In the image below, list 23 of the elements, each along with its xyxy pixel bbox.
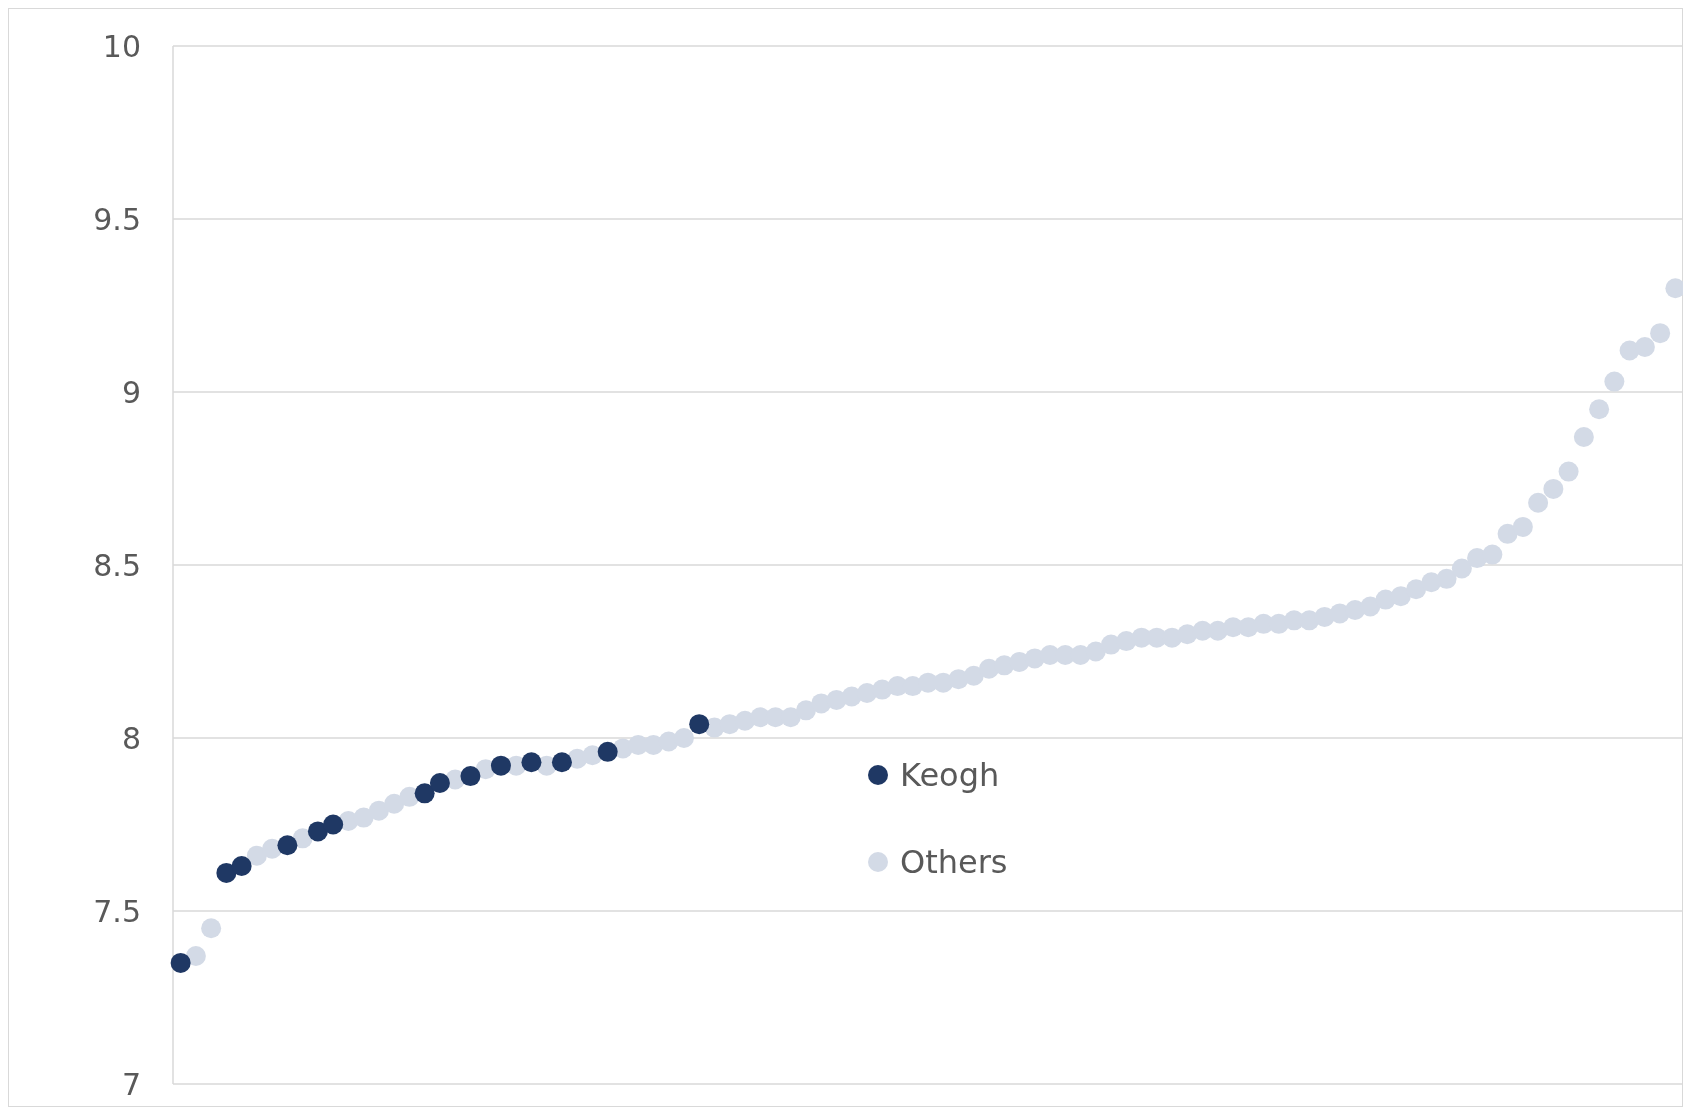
point xyxy=(277,835,298,856)
y-tick-label: 8 xyxy=(121,720,141,756)
legend-label: Keogh xyxy=(900,756,1000,795)
point xyxy=(231,856,252,877)
point xyxy=(323,814,344,835)
point xyxy=(490,755,511,776)
point xyxy=(689,714,710,735)
legend-label: Others xyxy=(900,843,1008,882)
point xyxy=(170,952,191,973)
point xyxy=(597,741,618,762)
point xyxy=(414,783,435,804)
y-tick-label: 9.5 xyxy=(93,201,141,237)
point xyxy=(307,821,328,842)
y-tick-label: 7.5 xyxy=(93,893,141,929)
y-tick-label: 9 xyxy=(121,374,141,410)
point xyxy=(460,766,481,787)
point xyxy=(216,862,237,883)
y-tick-label: 8.5 xyxy=(93,547,141,583)
y-tick-label: 7 xyxy=(121,1066,141,1102)
point xyxy=(429,772,450,793)
y-tick-label: 10 xyxy=(102,28,141,64)
point xyxy=(521,752,542,773)
point xyxy=(551,752,572,773)
